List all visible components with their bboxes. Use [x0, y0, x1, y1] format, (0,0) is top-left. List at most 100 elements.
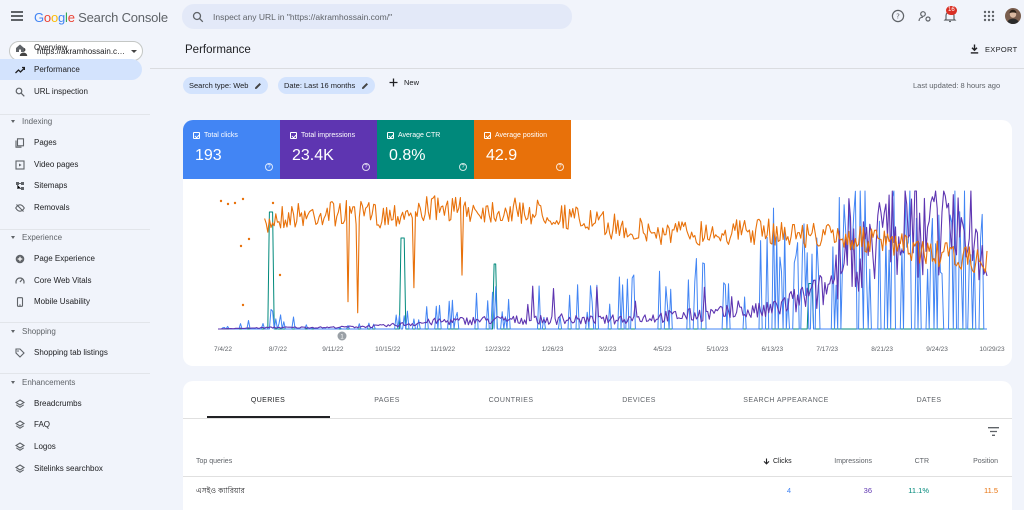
- help-icon[interactable]: ?: [891, 9, 905, 23]
- chevron-down-icon: [11, 329, 15, 333]
- sidebar-divider: [0, 322, 150, 323]
- edit-icon: [362, 82, 369, 89]
- layers-icon: [15, 463, 25, 473]
- sitemap-icon: [16, 181, 24, 190]
- ctr-cell: 11.1%: [908, 486, 929, 495]
- search-icon: [15, 87, 25, 97]
- checkbox-checked-icon[interactable]: [387, 132, 394, 139]
- sidebar-divider: [0, 229, 150, 230]
- col-header-ctr[interactable]: CTR: [914, 458, 929, 465]
- x-tick-label: 9/11/22: [322, 346, 344, 353]
- chevron-down-icon: [11, 380, 15, 384]
- row-divider: [183, 476, 1012, 477]
- metric-average-position[interactable]: Average position 42.9 ?: [474, 120, 571, 179]
- tab-search-appearance[interactable]: SEARCH APPEARANCE: [743, 397, 829, 404]
- metric-total-impressions[interactable]: Total impressions 23.4K ?: [280, 120, 377, 179]
- speed-icon: [15, 276, 25, 284]
- sidebar-section-indexing[interactable]: Indexing: [0, 113, 142, 129]
- sidebar-section-shopping[interactable]: Shopping: [0, 323, 142, 339]
- col-header-clicks[interactable]: Clicks: [763, 458, 792, 465]
- app-logo[interactable]: Google Search Console: [34, 10, 168, 25]
- sidebar-section-experience[interactable]: Experience: [0, 229, 142, 245]
- tab-countries[interactable]: COUNTRIES: [488, 397, 534, 404]
- annotation-marker[interactable]: [337, 331, 347, 341]
- avatar[interactable]: [1005, 8, 1021, 24]
- sidebar-item-removals[interactable]: Removals: [0, 197, 142, 218]
- metric-total-clicks[interactable]: Total clicks 193 ?: [183, 120, 280, 179]
- sidebar: https://akramhossain.com/ Overview Perfor…: [0, 34, 150, 510]
- x-tick-label: 7/17/23: [816, 346, 838, 353]
- help-icon[interactable]: ?: [556, 163, 564, 171]
- sidebar-item-video-pages[interactable]: Video pages: [0, 154, 142, 175]
- data-point: [278, 273, 282, 277]
- data-point: [247, 237, 251, 241]
- metric-average-ctr[interactable]: Average CTR 0.8% ?: [377, 120, 474, 179]
- svg-text:?: ?: [896, 13, 900, 21]
- sidebar-item-page-experience[interactable]: Page Experience: [0, 248, 142, 269]
- tab-pages[interactable]: PAGES: [374, 397, 400, 404]
- sidebar-item-sitelinks-searchbox[interactable]: Sitelinks searchbox: [0, 458, 142, 479]
- menu-icon[interactable]: [11, 11, 23, 21]
- sidebar-item-core-web-vitals[interactable]: Core Web Vitals: [0, 270, 142, 291]
- sidebar-item-sitemaps[interactable]: Sitemaps: [0, 175, 142, 196]
- position-cell: 11.5: [983, 486, 998, 495]
- search-icon: [192, 11, 204, 22]
- checkbox-checked-icon[interactable]: [193, 132, 200, 139]
- help-icon[interactable]: ?: [459, 163, 467, 171]
- tab-queries[interactable]: QUERIES: [250, 397, 286, 404]
- sidebar-item-logos[interactable]: Logos: [0, 436, 142, 457]
- checkbox-checked-icon[interactable]: [484, 132, 491, 139]
- x-tick-label: 9/24/23: [926, 346, 948, 353]
- chevron-down-icon: [131, 49, 137, 53]
- col-header-impressions[interactable]: Impressions: [834, 458, 872, 465]
- sidebar-item-breadcrumbs[interactable]: Breadcrumbs: [0, 393, 142, 414]
- home-icon: [16, 44, 24, 52]
- search-input[interactable]: [213, 11, 553, 22]
- video-icon: [15, 159, 25, 170]
- manage-users-icon[interactable]: [918, 9, 932, 23]
- sidebar-item-url-inspection[interactable]: URL inspection: [0, 81, 142, 102]
- checkbox-checked-icon[interactable]: [290, 132, 297, 139]
- filter-chip-search-type[interactable]: Search type: Web: [183, 77, 269, 94]
- sidebar-item-mobile-usability[interactable]: Mobile Usability: [0, 291, 142, 312]
- help-icon[interactable]: ?: [265, 163, 273, 171]
- sidebar-item-pages[interactable]: Pages: [0, 132, 142, 153]
- filter-chip-date[interactable]: Date: Last 16 months: [278, 77, 376, 94]
- tab-devices[interactable]: DEVICES: [622, 397, 656, 404]
- sidebar-item-faq[interactable]: FAQ: [0, 414, 142, 435]
- tab-dates[interactable]: DATES: [916, 397, 942, 404]
- top-app-bar: Google Search Console ? 16: [0, 0, 1024, 34]
- apps-grid-icon[interactable]: [982, 9, 996, 23]
- phone-icon: [16, 296, 24, 307]
- chevron-down-icon: [11, 119, 15, 123]
- sidebar-item-shopping-tab-listings[interactable]: Shopping tab listings: [0, 342, 142, 363]
- x-tick-label: 12/23/22: [485, 346, 511, 353]
- sidebar-section-enhancements[interactable]: Enhancements: [0, 374, 142, 390]
- x-tick-label: 7/4/22: [214, 346, 232, 353]
- clicks-cell: 4: [786, 486, 791, 495]
- x-tick-label: 8/7/22: [269, 346, 287, 353]
- page-title: Performance: [185, 44, 251, 56]
- col-header-query: Top queries: [196, 458, 233, 465]
- x-tick-label: 5/10/23: [707, 346, 729, 353]
- arrow-down-icon: [763, 458, 770, 465]
- plus-circle-icon: [15, 254, 25, 263]
- help-icon[interactable]: ?: [362, 163, 370, 171]
- filter-rows-icon[interactable]: [988, 427, 999, 436]
- notification-badge: 16: [946, 6, 957, 15]
- performance-chart-card: Total clicks 193 ? Total impressions 23.…: [183, 120, 1012, 366]
- export-button[interactable]: EXPORT: [970, 44, 1018, 54]
- tag-icon: [15, 347, 25, 358]
- new-filter-button[interactable]: New: [389, 78, 419, 87]
- sidebar-item-overview[interactable]: Overview: [0, 37, 142, 58]
- plus-icon: [389, 78, 398, 87]
- active-tab-indicator: [207, 416, 330, 418]
- sidebar-item-performance[interactable]: Performance: [0, 59, 142, 80]
- col-header-position[interactable]: Position: [973, 458, 998, 465]
- x-tick-label: 10/15/22: [375, 346, 401, 353]
- data-point: [241, 197, 245, 201]
- url-inspect-search[interactable]: [182, 4, 572, 29]
- query-cell: এসইও ক্যারিয়ার: [196, 486, 245, 495]
- x-tick-label: 3/2/23: [598, 346, 616, 353]
- data-point: [271, 201, 275, 205]
